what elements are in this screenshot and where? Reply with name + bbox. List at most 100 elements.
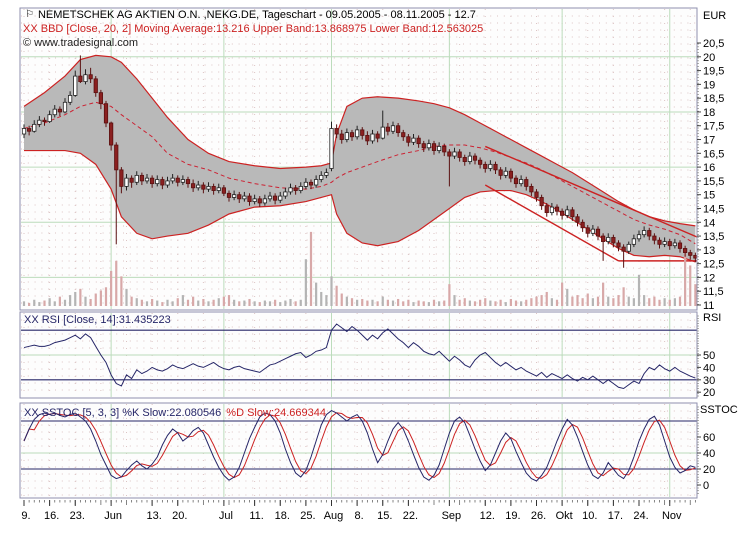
candle[interactable] <box>411 137 416 143</box>
candle[interactable] <box>160 179 165 186</box>
candle[interactable] <box>667 241 672 247</box>
candle[interactable] <box>544 205 549 214</box>
candle[interactable] <box>662 241 667 245</box>
candle[interactable] <box>467 155 472 162</box>
stochastic-indicator-label[interactable]: XX SSTOC [5, 3, 3] %K Slow:22.080546 %D S… <box>24 407 326 419</box>
candle[interactable] <box>57 108 62 113</box>
candle[interactable] <box>339 133 344 140</box>
candle[interactable] <box>278 195 283 201</box>
candle[interactable] <box>185 179 191 185</box>
candle[interactable] <box>683 248 688 254</box>
candle[interactable] <box>585 227 590 234</box>
candle[interactable] <box>344 132 349 140</box>
candle[interactable] <box>447 151 452 157</box>
candle[interactable] <box>165 180 170 186</box>
candle[interactable] <box>308 181 314 186</box>
candle[interactable] <box>601 235 606 242</box>
candle[interactable] <box>180 179 185 183</box>
candle[interactable] <box>68 95 73 103</box>
bollinger-indicator-label[interactable]: XX BBD [Close, 20, 2] Moving Average:13.… <box>23 23 484 35</box>
candle[interactable] <box>508 170 513 179</box>
candle[interactable] <box>365 134 370 142</box>
candle[interactable] <box>37 119 42 125</box>
candle[interactable] <box>396 125 401 134</box>
candle[interactable] <box>293 187 298 191</box>
candle[interactable] <box>677 242 683 249</box>
moving-average-line[interactable] <box>23 101 696 245</box>
candle[interactable] <box>595 228 601 237</box>
candle[interactable] <box>483 163 488 169</box>
candle[interactable] <box>252 198 257 202</box>
candle[interactable] <box>273 195 278 201</box>
candle[interactable] <box>175 177 180 183</box>
candle[interactable] <box>380 126 385 139</box>
candle[interactable] <box>83 74 88 83</box>
candle[interactable] <box>129 177 134 183</box>
stochastic-k-label[interactable]: XX SSTOC [5, 3, 3] %K Slow:22.080546 <box>24 407 222 419</box>
candle[interactable] <box>580 221 585 229</box>
candle[interactable] <box>206 186 211 190</box>
candle[interactable] <box>262 198 267 204</box>
candle[interactable] <box>519 179 524 185</box>
candle[interactable] <box>636 234 642 240</box>
candle[interactable] <box>493 163 498 171</box>
candle[interactable] <box>457 151 462 158</box>
candle[interactable] <box>226 192 232 198</box>
candle[interactable] <box>529 186 534 193</box>
candle[interactable] <box>554 206 560 212</box>
candle[interactable] <box>406 136 411 143</box>
candle[interactable] <box>329 128 334 169</box>
candle[interactable] <box>62 101 68 113</box>
candle[interactable] <box>539 197 544 207</box>
chart-title[interactable]: NEMETSCHEK AG AKTIEN O.N. ,NEKG.DE, Tage… <box>37 9 476 21</box>
bollinger-upper-band[interactable] <box>23 54 696 227</box>
price-plot-area[interactable] <box>21 54 698 306</box>
candle[interactable] <box>211 186 216 191</box>
candle[interactable] <box>324 172 329 176</box>
candle[interactable] <box>42 119 47 123</box>
candle[interactable] <box>319 174 324 180</box>
candle[interactable] <box>27 128 32 132</box>
candle[interactable] <box>242 195 247 200</box>
chart-flag-icon[interactable]: ⚐ <box>25 9 34 20</box>
candle[interactable] <box>257 198 262 204</box>
candle[interactable] <box>390 125 396 132</box>
candle[interactable] <box>478 159 483 165</box>
stochastic-d-label[interactable]: %D Slow:24.669344 <box>226 407 326 419</box>
candle[interactable] <box>247 195 252 202</box>
candle[interactable] <box>462 157 467 162</box>
candle[interactable] <box>549 206 554 214</box>
candle[interactable] <box>216 187 221 191</box>
candle[interactable] <box>355 129 360 138</box>
candle[interactable] <box>688 252 693 256</box>
rsi-indicator-label[interactable]: XX RSI [Close, 14]:31.435223 <box>24 314 171 326</box>
candle[interactable] <box>32 123 37 132</box>
candle[interactable] <box>426 143 431 149</box>
candle[interactable] <box>191 183 196 189</box>
candle[interactable] <box>416 137 421 145</box>
stoch-plot-area[interactable] <box>21 410 697 482</box>
candle[interactable] <box>139 174 144 182</box>
bollinger-lower-band[interactable] <box>24 149 696 263</box>
candle[interactable] <box>144 177 150 182</box>
candle[interactable] <box>570 209 575 218</box>
trendline[interactable] <box>484 184 619 262</box>
candle[interactable] <box>370 133 375 142</box>
candle[interactable] <box>524 179 529 187</box>
candle[interactable] <box>196 184 201 189</box>
candle[interactable] <box>21 128 27 135</box>
candle[interactable] <box>134 174 139 183</box>
candle[interactable] <box>314 179 319 186</box>
candle[interactable] <box>103 103 109 124</box>
candle[interactable] <box>472 155 478 161</box>
candle[interactable] <box>657 239 662 245</box>
candle[interactable] <box>503 170 508 176</box>
candle[interactable] <box>267 195 273 200</box>
candle[interactable] <box>642 230 647 236</box>
candle[interactable] <box>647 230 652 237</box>
candle[interactable] <box>303 181 308 187</box>
candle[interactable] <box>119 169 124 187</box>
candle[interactable] <box>672 242 677 247</box>
candle[interactable] <box>298 186 303 191</box>
